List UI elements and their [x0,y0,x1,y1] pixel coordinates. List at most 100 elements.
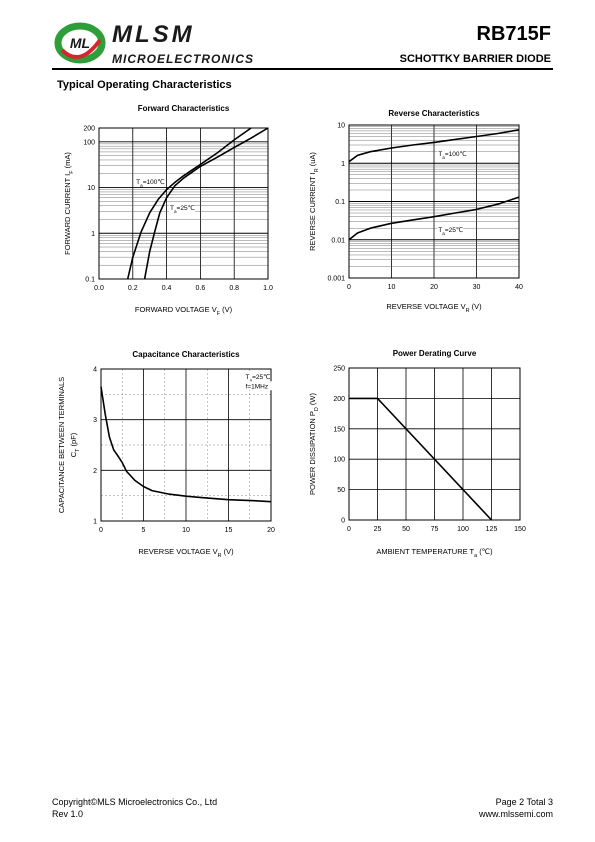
annotation-label: Ta=100℃ [136,178,165,188]
y-tick-label: 0.1 [85,277,95,284]
y-tick-label: 0.001 [327,276,345,283]
part-number: RB715F [476,23,551,45]
forward-characteristics-chart: Forward Characteristics 0.0 0.2 0.4 0.6 0.8 1.… [60,100,290,325]
x-tick-label: 0 [347,284,351,291]
y-axis-label: POWER DISSIPATION PD (W) [308,393,320,495]
x-tick-label: 5 [142,527,146,534]
x-axis-label: FORWARD VOLTAGE VF (V) [135,305,233,317]
annotation-label: f=1MHz [246,383,269,390]
series-line-1 [100,386,272,503]
y-tick-label: 0 [341,518,345,525]
x-tick-label: 25 [374,526,382,533]
x-tick-label: 0.4 [162,285,172,292]
chart-title: Reverse Characteristics [388,109,480,118]
x-tick-label: 40 [515,284,523,291]
derating-chart-svg: Power Derating Curve 0 25 50 75 100 125 150 0 50 1… [308,349,526,559]
y-tick-label: 4 [93,367,97,374]
y-tick-label: 1 [341,161,345,168]
chart-title: Forward Characteristics [138,104,230,113]
series-line-2 [348,196,520,241]
x-axis-label: REVERSE VOLTAGE VR (V) [386,302,482,314]
x-tick-label: 0.2 [128,285,138,292]
x-tick-label: 0.6 [196,285,206,292]
brand-logo: ML [52,22,110,64]
y-tick-label: 100 [83,139,95,146]
plot-frame [348,367,521,521]
y-tick-label: 200 [83,126,95,133]
footer-left: Copyright©MLS Microelectronics Co., Ltd … [52,796,217,820]
y-axis-label: REVERSE CURRENT IR (uA) [308,152,320,251]
chart-grid [348,124,520,279]
reverse-characteristics-chart: Reverse Characteristics 0 10 20 30 40 0.001 0.0… [305,103,540,323]
annotation-bg [244,372,271,382]
plot-frame [348,124,520,279]
capacitance-chart-svg: Capacitance Characteristics 0 5 10 15 20 1 2 3 4 R… [57,350,275,559]
copyright-text: Copyright©MLS Microelectronics Co., Ltd [52,797,218,807]
x-tick-label: 0 [99,527,103,534]
x-tick-label: 50 [402,526,410,533]
x-tick-label: 0 [347,526,351,533]
y-tick-label: 150 [333,426,345,433]
series-line-1 [126,127,252,280]
x-tick-label: 30 [473,284,481,291]
plot-frame [100,368,272,522]
x-tick-label: 150 [514,526,526,533]
y-tick-label: 10 [87,185,95,192]
x-tick-label: 0.0 [94,285,104,292]
x-tick-label: 125 [486,526,498,533]
y-tick-label: 50 [337,487,345,494]
part-description: SCHOTTKY BARRIER DIODE [399,53,551,65]
chart-title: Capacitance Characteristics [132,350,240,359]
y-tick-label: 0.01 [331,237,345,244]
x-tick-label: 20 [430,284,438,291]
x-tick-label: 75 [431,526,439,533]
y-tick-label: 100 [333,457,345,464]
series-line-2 [143,127,269,280]
footer-right: Page 2 Total 3 www.mlssemi.com [479,796,553,820]
x-tick-label: 100 [457,526,469,533]
logo-ring-green [54,22,106,64]
series-line-1 [348,129,520,163]
page-indicator: Page 2 Total 3 [495,797,553,807]
annotation-label: Ta=100℃ [438,150,467,160]
x-tick-label: 1.0 [263,285,273,292]
y-tick-label: 0.1 [335,199,345,206]
x-tick-label: 20 [267,527,275,534]
x-axis-label: AMBIENT TEMPERATURE Ta (℃) [376,547,493,559]
annotation-bg [437,224,464,234]
y-tick-label: 10 [337,123,345,130]
chart-grid [100,368,272,522]
brand-name: MLSM [112,21,195,48]
y-tick-label: 1 [93,519,97,526]
y-tick-label: 1 [91,231,95,238]
forward-chart-svg: Forward Characteristics 0.0 0.2 0.4 0.6 0.8 1.… [63,104,273,317]
logo-swoosh-red [60,38,102,60]
x-tick-label: 10 [388,284,396,291]
annotation-label: Ta=25℃ [170,204,195,214]
y-tick-label: 2 [93,468,97,475]
annotation-bg [437,148,468,158]
y-tick-label: 3 [93,417,97,424]
revision-text: Rev 1.0 [52,809,84,819]
plot-frame [98,127,269,280]
brand-subtitle: MICROELECTRONICS [112,52,254,66]
series-line-1 [349,397,493,521]
reverse-chart-svg: Reverse Characteristics 0 10 20 30 40 0.001 0.0… [308,109,523,314]
annotation-label: Ta=25℃ [246,373,271,383]
annotation-bg [135,176,166,186]
section-title: Typical Operating Characteristics [57,79,232,91]
y-axis-label-unit: CT (pF) [69,432,81,457]
x-tick-label: 0.8 [229,285,239,292]
y-tick-label: 200 [333,396,345,403]
y-axis-label: CAPACITANCE BETWEEN TERMINALS [58,377,66,513]
annotation-bg [244,381,275,391]
x-axis-label: REVERSE VOLTAGE VR (V) [138,547,234,559]
x-tick-label: 15 [225,527,233,534]
annotation-label: Ta=25℃ [438,226,463,236]
website-link[interactable]: www.mlssemi.com [478,809,553,819]
header-divider [52,68,553,70]
chart-grid [348,367,521,521]
capacitance-characteristics-chart: Capacitance Characteristics 0 5 10 15 20 1 2 3 4 R… [57,345,290,565]
x-tick-label: 10 [182,527,190,534]
y-axis-label: FORWARD CURRENT IF (mA) [63,152,75,255]
